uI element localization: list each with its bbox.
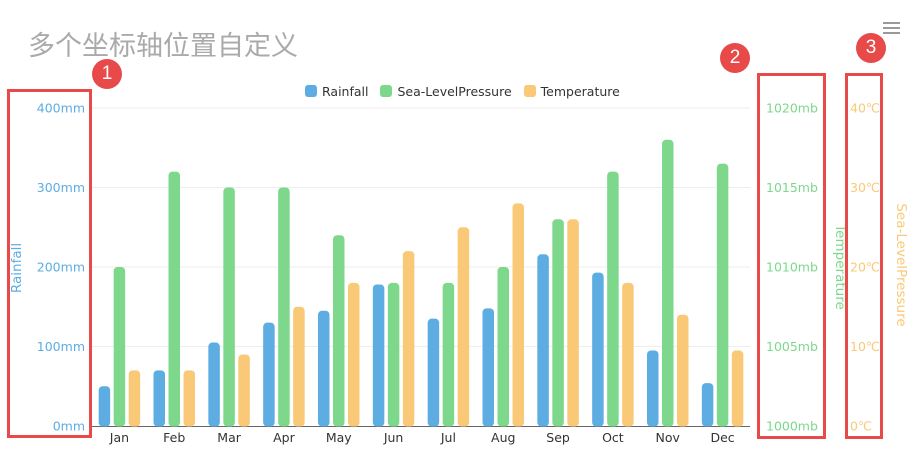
rainfall-tick-label: 400mm (37, 101, 85, 116)
x-tick-label: Dec (710, 430, 734, 445)
bar-pressure-jun (387, 282, 400, 427)
x-tick-label: Jul (440, 430, 456, 445)
bar-pressure-dec (716, 163, 729, 427)
temperature-tick-label: 40℃ (850, 101, 880, 116)
temperature-tick-label: 20℃ (850, 260, 880, 275)
bar-pressure-sep (552, 219, 564, 427)
menu-icon-bar (883, 27, 900, 29)
bar-rainfall-mar (208, 342, 220, 427)
rainfall-tick-label: 100mm (37, 339, 85, 354)
legend-item-temperature[interactable]: Temperature (523, 83, 620, 99)
menu-icon-bar (883, 22, 900, 24)
bar-temperature-nov (677, 314, 689, 427)
bar-pressure-oct (607, 171, 619, 427)
x-tick-label: Sep (546, 430, 570, 445)
pressure-tick-label: 1020mb (766, 101, 818, 116)
bar-rainfall-may (318, 310, 330, 427)
legend-swatch-temperature (523, 85, 536, 97)
x-tick-label: Jan (109, 430, 129, 445)
bar-temperature-jun (402, 251, 415, 427)
legend: Rainfall Sea-LevelPressure Temperature (305, 83, 632, 99)
bar-pressure-may (333, 235, 345, 427)
bar-temperature-jul (457, 227, 470, 427)
temperature-axis-title: Sea-LevelPressure (893, 203, 909, 326)
legend-label-rainfall: Rainfall (322, 83, 369, 99)
bar-temperature-oct (622, 282, 634, 427)
x-tick-label: Apr (273, 430, 295, 445)
callout-box-2 (757, 73, 826, 439)
bar-temperature-dec (731, 350, 744, 427)
bar-rainfall-oct (592, 272, 604, 427)
bar-rainfall-apr (263, 322, 275, 427)
x-tick-label: Mar (217, 430, 241, 445)
legend-swatch-rainfall (305, 85, 317, 97)
callout-badge-2: 2 (720, 43, 750, 73)
rainfall-axis-title: Rainfall (9, 243, 25, 293)
x-tick-label: Nov (656, 430, 681, 445)
legend-swatch-pressure (380, 85, 393, 97)
bar-pressure-mar (223, 187, 235, 427)
bar-pressure-apr (278, 187, 290, 427)
x-tick-label: May (326, 430, 352, 445)
legend-label-pressure: Sea-LevelPressure (397, 83, 512, 99)
temperature-tick-label: 10℃ (850, 339, 880, 354)
rainfall-tick-label: 0mm (53, 419, 85, 434)
callout-badge-3: 3 (856, 33, 886, 63)
legend-label-temperature: Temperature (540, 83, 620, 99)
menu-icon[interactable] (883, 22, 900, 36)
legend-item-rainfall[interactable]: Rainfall (305, 84, 368, 99)
x-tick-label: Feb (163, 430, 185, 445)
bar-temperature-aug (512, 203, 524, 427)
bar-temperature-sep (567, 219, 579, 427)
x-tick-label: Jun (383, 430, 404, 445)
pressure-tick-label: 1010mb (766, 260, 818, 275)
callout-box-1 (7, 89, 92, 438)
x-tick-label: Oct (602, 430, 624, 445)
callout-badge-1: 1 (92, 59, 122, 89)
bar-pressure-feb (168, 171, 180, 427)
pressure-tick-label: 1005mb (766, 339, 818, 354)
bar-rainfall-sep (537, 254, 549, 427)
rainfall-tick-label: 200mm (37, 260, 85, 275)
bar-rainfall-jul (427, 318, 440, 427)
pressure-tick-label: 1015mb (766, 180, 818, 195)
temperature-tick-label: 0℃ (850, 419, 872, 434)
bar-pressure-aug (497, 267, 509, 427)
pressure-tick-label: 1000mb (766, 419, 818, 434)
bar-temperature-apr (293, 306, 305, 427)
legend-item-pressure[interactable]: Sea-LevelPressure (380, 83, 512, 99)
bar-rainfall-dec (701, 383, 714, 427)
menu-icon-bar (883, 32, 900, 34)
bar-rainfall-aug (482, 308, 494, 427)
bar-temperature-jan (128, 370, 141, 427)
bar-rainfall-nov (647, 350, 659, 427)
bar-rainfall-jun (372, 284, 385, 427)
bar-rainfall-feb (153, 370, 165, 427)
bar-pressure-jan (113, 267, 126, 427)
bar-pressure-nov (662, 139, 674, 427)
x-tick-label: Aug (491, 430, 515, 445)
callout-box-3 (845, 73, 883, 439)
rainfall-tick-label: 300mm (37, 180, 85, 195)
temperature-tick-label: 30℃ (850, 180, 880, 195)
chart-title: 多个坐标轴位置自定义 (28, 31, 298, 62)
bar-temperature-may (348, 282, 360, 427)
bar-rainfall-jan (98, 386, 111, 427)
pressure-axis-title: Temperature (832, 223, 848, 310)
bar-pressure-jul (442, 282, 455, 427)
bar-temperature-feb (183, 370, 195, 427)
bar-temperature-mar (238, 354, 250, 427)
